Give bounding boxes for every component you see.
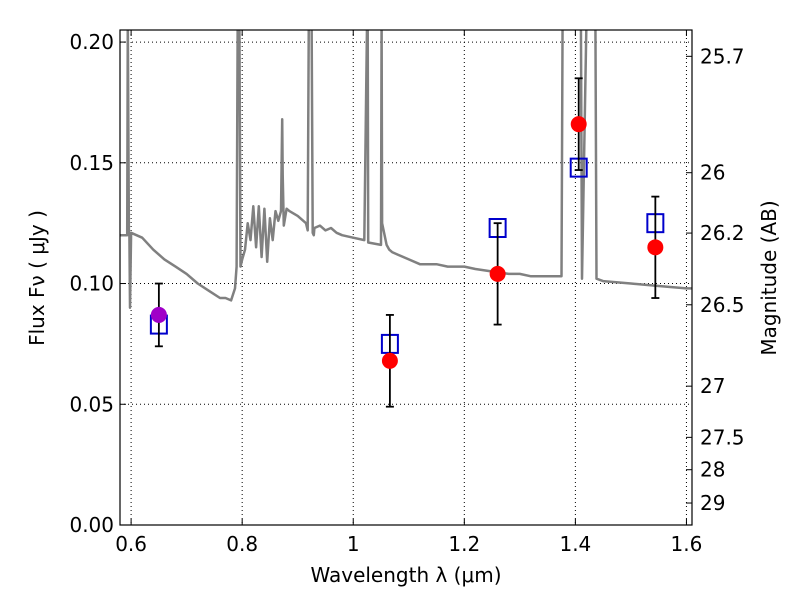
y2-tick-label: 26.5 xyxy=(700,293,745,317)
y-axis-ticks: 0.00 0.05 0.10 0.15 0.20 xyxy=(69,30,126,537)
plot-area-clip xyxy=(120,30,692,408)
y2-axis-label: Magnitude (AB) xyxy=(757,200,781,355)
y-tick-label: 0.20 xyxy=(69,30,114,54)
y-tick-label: 0.00 xyxy=(69,513,114,537)
y2-tick-label: 26 xyxy=(700,161,725,185)
y-axis-label: Flux Fν ( μJy ) xyxy=(25,210,49,346)
observed-flux-point xyxy=(489,265,506,282)
y2-tick-label: 27.5 xyxy=(700,425,745,449)
x-tick-label: 0.8 xyxy=(226,532,258,556)
spectrum-layer xyxy=(120,30,692,309)
y2-tick-label: 25.7 xyxy=(700,44,745,68)
x-tick-label: 0.6 xyxy=(115,532,147,556)
grid-lines xyxy=(120,30,692,526)
y2-tick-label: 28 xyxy=(700,458,725,482)
x-axis-ticks: 0.6 0.8 1 1.2 1.4 1.6 xyxy=(115,30,702,556)
y-tick-label: 0.15 xyxy=(69,151,114,175)
x-tick-label: 1.6 xyxy=(671,532,703,556)
y2-tick-label: 29 xyxy=(700,491,725,515)
observed-flux-point xyxy=(570,116,587,133)
spectrum-line xyxy=(120,30,692,309)
observed-flux-point xyxy=(150,306,167,323)
x-axis-label: Wavelength λ (μm) xyxy=(310,563,501,587)
y2-axis-ticks: 25.7 26 26.2 26.5 27 27.5 28 29 xyxy=(686,44,745,515)
marker-layer xyxy=(149,77,665,408)
y-tick-label: 0.05 xyxy=(69,392,114,416)
x-tick-label: 1.2 xyxy=(448,532,480,556)
plot-frame xyxy=(119,29,693,526)
observed-flux-point xyxy=(381,352,398,369)
y2-tick-label: 26.2 xyxy=(700,221,745,245)
y-tick-label: 0.10 xyxy=(69,272,114,296)
x-tick-label: 1 xyxy=(347,532,360,556)
observed-flux-point xyxy=(647,239,664,256)
x-tick-label: 1.4 xyxy=(559,532,591,556)
y2-tick-label: 27 xyxy=(700,374,725,398)
